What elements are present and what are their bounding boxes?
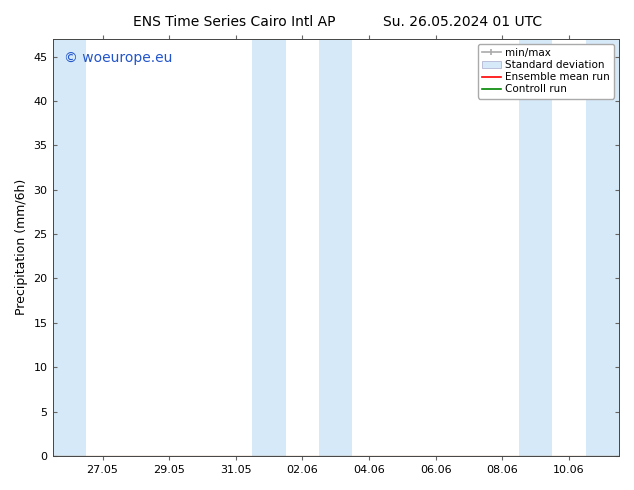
Bar [519,39,552,456]
Text: Su. 26.05.2024 01 UTC: Su. 26.05.2024 01 UTC [384,15,542,29]
Legend: min/max, Standard deviation, Ensemble mean run, Controll run: min/max, Standard deviation, Ensemble me… [478,44,614,98]
Text: ENS Time Series Cairo Intl AP: ENS Time Series Cairo Intl AP [133,15,336,29]
Text: © woeurope.eu: © woeurope.eu [64,51,172,65]
Y-axis label: Precipitation (mm/6h): Precipitation (mm/6h) [15,179,28,316]
Bar [586,39,619,456]
Bar [319,39,353,456]
Bar [53,39,86,456]
Bar [252,39,286,456]
